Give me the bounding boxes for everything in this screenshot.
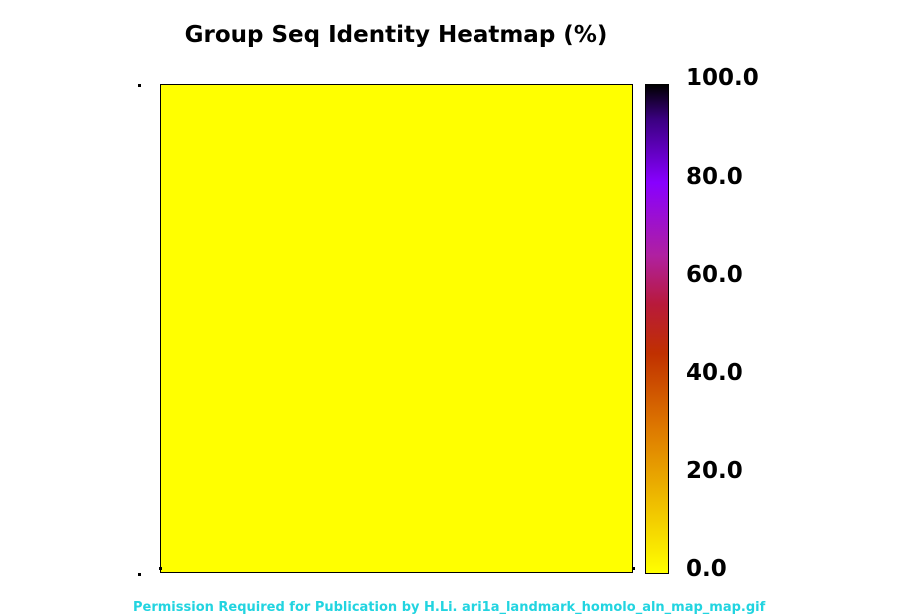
colorbar bbox=[645, 84, 669, 574]
colorbar-tick-80: 80.0 bbox=[686, 164, 743, 190]
heatmap-svg bbox=[161, 85, 632, 572]
axis-dot-bottom-x1 bbox=[159, 567, 162, 570]
heatmap-cell bbox=[161, 85, 632, 572]
colorbar-tick-40: 40.0 bbox=[686, 360, 743, 386]
chart-title: Group Seq Identity Heatmap (%) bbox=[184, 22, 608, 48]
axis-dot-bottom-x2 bbox=[632, 567, 635, 570]
colorbar-gradient bbox=[646, 85, 668, 573]
colorbar-tick-100: 100.0 bbox=[686, 65, 759, 91]
axis-dot-bottom-left bbox=[138, 573, 141, 576]
heatmap-plot bbox=[160, 84, 633, 573]
colorbar-tick-20: 20.0 bbox=[686, 458, 743, 484]
colorbar-tick-0: 0.0 bbox=[686, 556, 727, 582]
axis-dot-top-left bbox=[138, 84, 141, 87]
colorbar-tick-60: 60.0 bbox=[686, 262, 743, 288]
permission-footer: Permission Required for Publication by H… bbox=[133, 600, 766, 615]
